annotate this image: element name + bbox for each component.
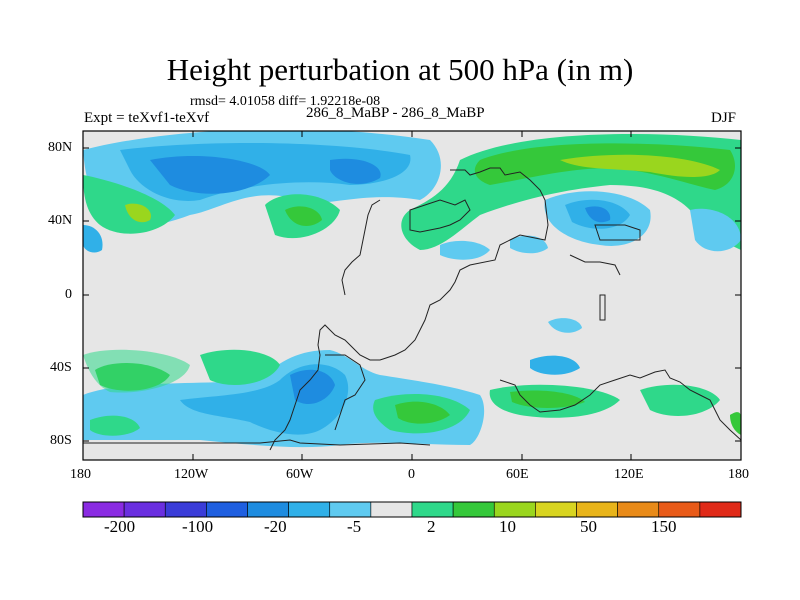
y-tick-label: 40S [50,360,72,375]
case-label: 286_8_MaBP - 286_8_MaBP [306,105,485,121]
contour-sh-pos-far-east [640,384,720,416]
y-tick-label: 80S [50,433,72,448]
colorbar-swatch [288,501,331,518]
contour-nh-pos-center-core [285,206,322,226]
contour-ne-neg-deep [585,206,611,223]
experiment-label: Expt = teXvf1-teXvf [84,110,210,126]
coastline-indochina [569,254,621,276]
coastlines [83,167,741,451]
season-label: DJF [711,110,737,126]
colorbar-swatch [206,501,248,518]
colorbar-label: -20 [264,517,287,536]
x-tick-label: 60W [286,467,314,482]
x-tick-label: 180 [728,467,749,482]
x-tick-label: 180 [70,467,91,482]
contour-sh-pos-west-rim [83,349,190,393]
colorbar-label: 50 [580,517,597,536]
colorbar-swatch [535,501,577,518]
colorbar-swatch [658,501,701,518]
coastline-asia [594,224,641,241]
contour-sh-neg-east [530,355,580,375]
plot-title: Height perturbation at 500 hPa (in m) [166,52,634,87]
contour-sh-pos-center [200,349,280,385]
colorbar-swatch [452,501,495,518]
colorbar-swatch [411,501,454,518]
contour-neg-tropic [548,318,582,333]
colorbar-swatch [82,501,125,518]
colorbar-label: 10 [499,517,516,536]
contour-nh-neg-west-edge [83,225,103,253]
colorbar-label: -5 [347,517,362,536]
x-tick-label: 60E [506,467,529,482]
colorbar-swatch [370,501,413,518]
contour-nh-neg-core2 [330,158,381,184]
colorbar-swatch [576,501,618,518]
x-tick-label: 0 [408,467,415,482]
contour-ne-neg-edge [690,208,741,252]
colorbar-swatch [164,501,207,518]
coastline-eurasia [409,199,471,233]
colorbar [82,501,742,518]
contour-neg-mid-north [440,240,490,260]
coastline-north-america [341,199,381,296]
contour-sh-pos-edge [730,412,741,435]
colorbar-frame [82,501,742,518]
axis-ticks [83,131,741,460]
contour-sh-pos-south-core [395,401,450,424]
colorbar-swatch [329,501,372,518]
colorbar-label: -200 [104,517,136,536]
contour-nh-pos-west-core [125,203,151,223]
colorbar-label: -100 [182,517,214,536]
contour-sh-pos-southwest [90,415,140,436]
y-tick-label: 80N [48,140,73,155]
coastline-south-america [325,354,366,431]
colorbar-label: 2 [427,517,436,536]
colorbar-swatch [493,501,536,518]
coastline-australia [499,369,741,441]
y-tick-label: 40N [48,213,73,228]
colorbar-swatch [123,501,166,518]
x-tick-label: 120E [614,467,644,482]
contour-ne-pos-core [560,154,720,177]
colorbar-swatch [247,501,289,518]
contour-neg-mid-north2 [510,235,548,254]
coastline-americas [269,167,549,451]
contour-fields [83,131,741,448]
contour-sh-neg-core [290,369,335,405]
colorbar-label: 150 [651,517,677,536]
coastline-pacific-segment [599,294,606,321]
colorbar-swatch [699,501,742,518]
colorbar-swatch [617,501,660,518]
coastline-antarctic [83,439,431,446]
contour-nh-neg-core1 [150,155,270,194]
x-tick-label: 120W [174,467,209,482]
stats-label: rmsd= 4.01058 diff= 1.92218e-08 [190,94,381,109]
y-tick-label: 0 [65,287,72,302]
